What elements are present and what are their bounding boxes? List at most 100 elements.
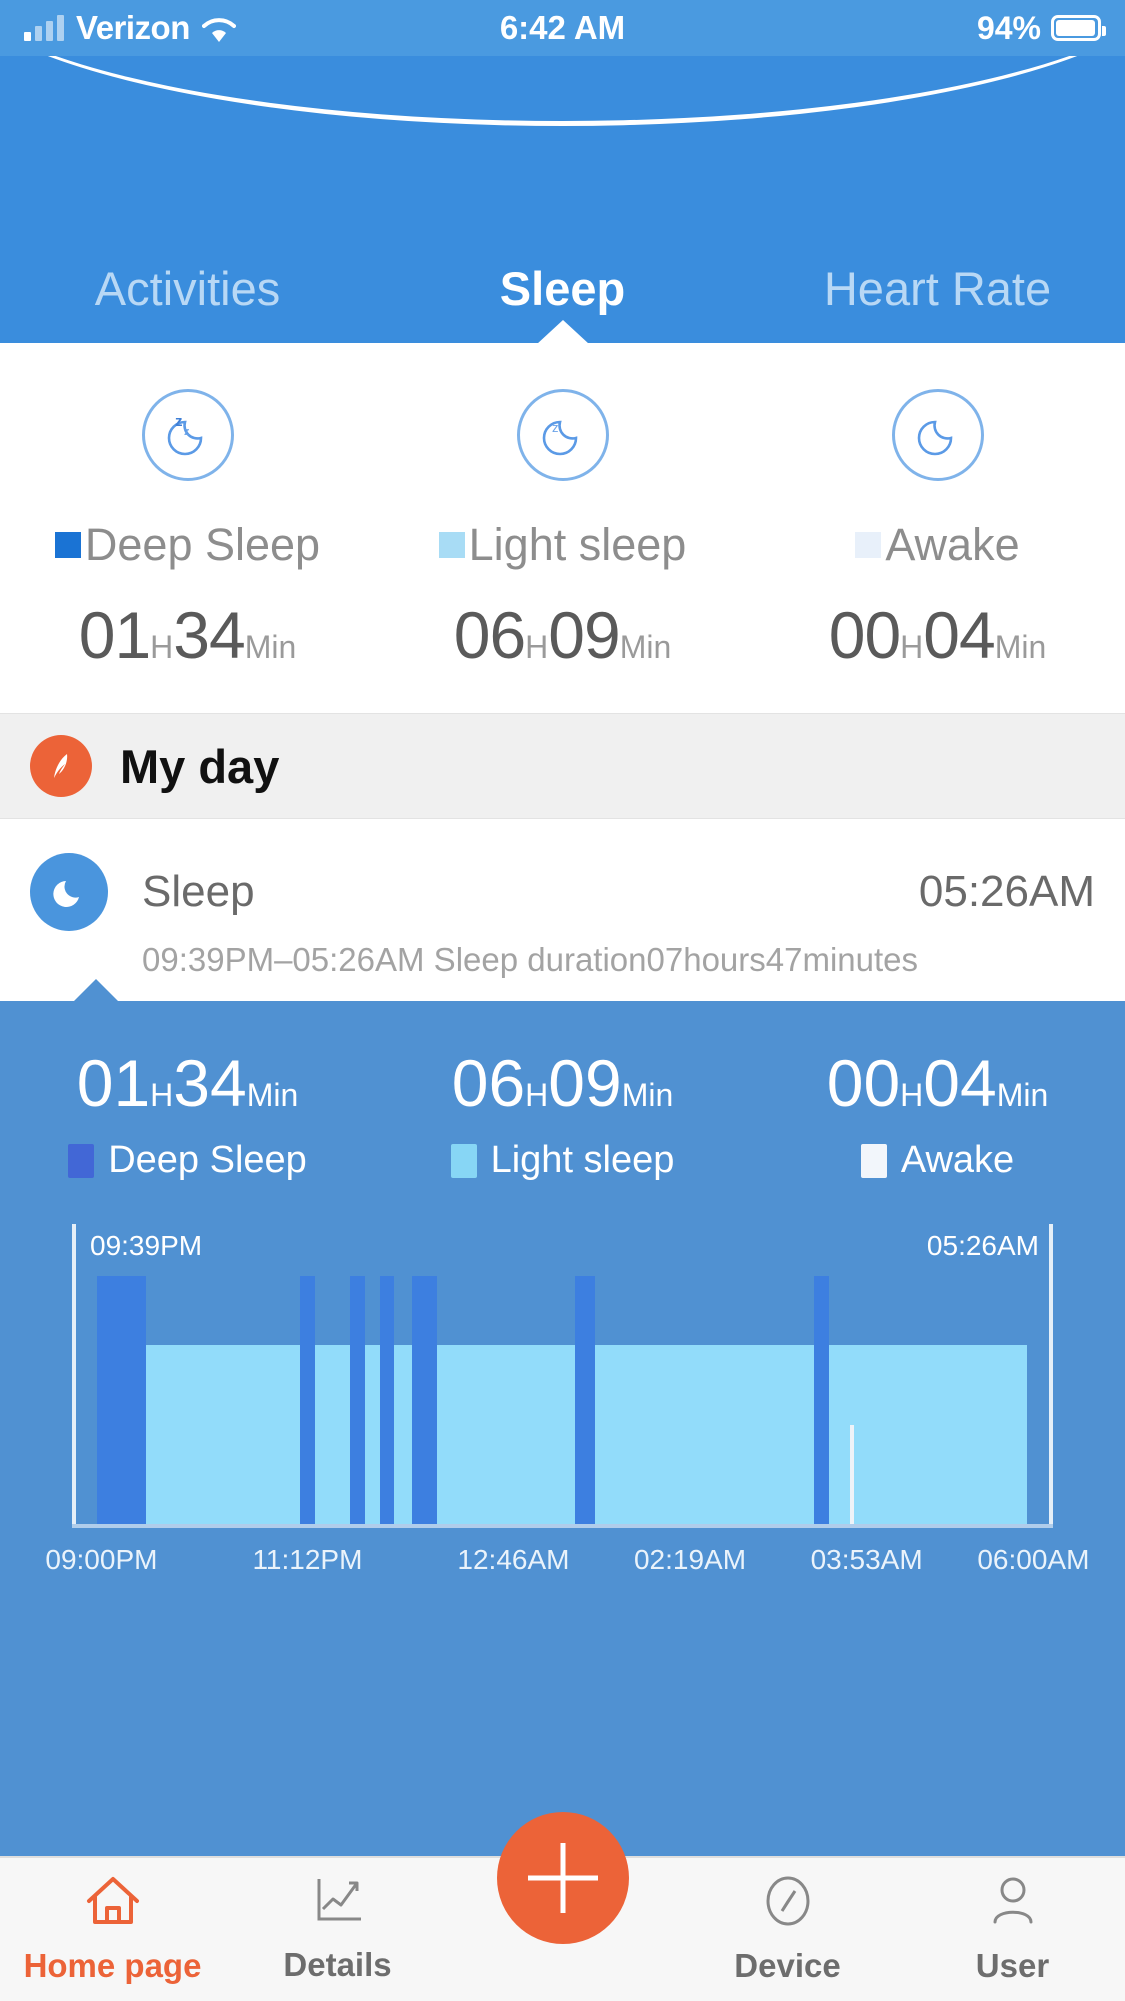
detail-light-hours-value: 06 [451,1046,526,1120]
status-right: 94% [977,10,1106,47]
chart-segment-awake [849,1424,855,1524]
chart-x-tick: 06:00AM [977,1544,1090,1575]
detail-durations-row: 01H34Min Deep Sleep 06H09Min Light sleep [0,1045,1125,1182]
detail-awake-duration: 00H04Min [827,1045,1049,1121]
chart-x-tick: 12:46AM [457,1544,570,1575]
detail-deep-duration: 01H34Min [77,1045,299,1121]
sleep-hypnogram-chart[interactable]: 09:39PM 05:26AM [72,1224,1053,1524]
tab-activities[interactable]: Activities [0,233,375,343]
chart-x-tick: 11:12PM [252,1544,363,1575]
chart-x-axis: 09:00PM 11:12PM 12:46AM 02:19AM 03:53AM 06:00… [45,1544,1089,1594]
svg-text:z: z [552,420,559,435]
bottom-navigation-bar: Home page Details Device User [0,1812,1125,2001]
status-clock: 6:42 AM [499,9,626,46]
add-button[interactable] [496,1812,629,1944]
detail-awake-label: Awake [900,1139,1015,1181]
sleep-entry-main: Sleep 05:26AM [30,853,1095,931]
chart-x-tick: 02:19AM [633,1544,747,1575]
deep-sleep-label: Deep Sleep [84,519,321,570]
person-icon [986,1874,1040,1933]
deep-sleep-swatch [54,532,81,558]
my-day-section-header: My day [0,713,1125,819]
detail-awake: 00H04Min Awake [750,1045,1125,1182]
detail-light-minutes-unit: Min [621,1077,674,1113]
chart-segment-deep [97,1276,147,1524]
nav-item-details[interactable]: Details [225,1858,450,2001]
light-hours-unit: H [525,629,549,665]
summary-awake-legend: Awake [855,519,1020,571]
chart-segment-deep [575,1276,595,1524]
awake-swatch [855,532,882,558]
sleep-entry-time: 05:26AM [918,867,1095,916]
tab-bar: Activities Sleep Heart Rate [0,233,1125,343]
chart-icon [311,1875,365,1932]
sleep-summary-card: z z Deep Sleep 01H34Min z [0,343,1125,713]
chart-plot-area [76,1276,1049,1524]
sleep-entry-row[interactable]: Sleep 05:26AM 09:39PM–05:26AM Sleep dura… [0,819,1125,1001]
header-curve-decoration [0,56,1125,126]
deep-hours-unit: H [150,629,174,665]
chart-segment-deep [379,1276,395,1524]
awake-minutes-unit: Min [994,629,1047,665]
nav-item-home-page[interactable]: Home page [0,1858,225,2001]
chart-segment-deep [350,1276,365,1524]
deep-sleep-duration: 01H34Min [79,597,297,673]
light-sleep-label: Light sleep [468,519,687,570]
deep-minutes-value: 34 [173,598,245,672]
detail-light-duration: 06H09Min [452,1045,674,1121]
carrier-label: Verizon [76,9,190,46]
nav-device-label: Device [734,1947,841,1984]
detail-awake-legend: Awake [860,1139,1015,1182]
battery-icon [1051,15,1106,41]
my-day-title: My day [120,739,280,793]
detail-awake-swatch [860,1143,887,1178]
awake-hours-value: 00 [828,598,901,672]
awake-minutes-value: 04 [923,598,995,672]
detail-deep-hours-value: 01 [76,1046,151,1120]
deep-minutes-unit: Min [244,629,297,665]
chart-start-marker [72,1224,76,1524]
nav-details-label: Details [283,1946,392,1983]
feather-logo-icon [30,735,92,797]
detail-awake-minutes-value: 04 [923,1046,997,1120]
chart-segment-light [97,1345,1027,1524]
detail-deep-swatch [68,1143,95,1178]
summary-awake[interactable]: Awake 00H04Min [750,389,1125,673]
tab-sleep[interactable]: Sleep [375,233,750,343]
moon-z-icon: z [516,389,609,481]
detail-awake-hours-unit: H [900,1077,924,1113]
detail-light-sleep: 06H09Min Light sleep [375,1045,750,1182]
detail-light-hours-unit: H [525,1077,549,1113]
nav-item-user[interactable]: User [900,1858,1125,2001]
status-left: Verizon [24,9,236,47]
app-header: Activities Sleep Heart Rate [0,56,1125,343]
summary-deep-legend: Deep Sleep [54,519,321,571]
signal-bars-icon [24,15,64,41]
chart-segment-deep [411,1276,437,1524]
summary-row: z z Deep Sleep 01H34Min z [0,389,1125,673]
deep-hours-value: 01 [78,598,151,672]
detail-deep-sleep: 01H34Min Deep Sleep [0,1045,375,1182]
summary-light-sleep[interactable]: z Light sleep 06H09Min [375,389,750,673]
summary-light-legend: Light sleep [438,519,687,571]
detail-deep-minutes-value: 34 [173,1046,247,1120]
svg-text:z: z [175,413,183,430]
light-hours-value: 06 [453,598,526,672]
sleep-entry-subtitle: 09:39PM–05:26AM Sleep duration07hours47m… [142,941,919,978]
detail-light-label: Light sleep [490,1139,675,1181]
detail-light-swatch [450,1143,477,1178]
tab-active-caret-icon [536,320,589,343]
awake-duration: 00H04Min [829,597,1047,673]
chart-end-marker [1049,1224,1053,1524]
nav-item-device[interactable]: Device [675,1858,900,2001]
svg-text:z: z [184,426,190,438]
nav-home-page-label: Home page [23,1947,202,1984]
detail-deep-hours-unit: H [150,1077,174,1113]
moon-icon [891,389,984,481]
summary-deep-sleep[interactable]: z z Deep Sleep 01H34Min [0,389,375,673]
awake-hours-unit: H [900,629,924,665]
tab-heart-rate[interactable]: Heart Rate [750,233,1125,343]
chart-segment-deep [299,1276,316,1524]
detail-deep-label: Deep Sleep [108,1139,307,1181]
